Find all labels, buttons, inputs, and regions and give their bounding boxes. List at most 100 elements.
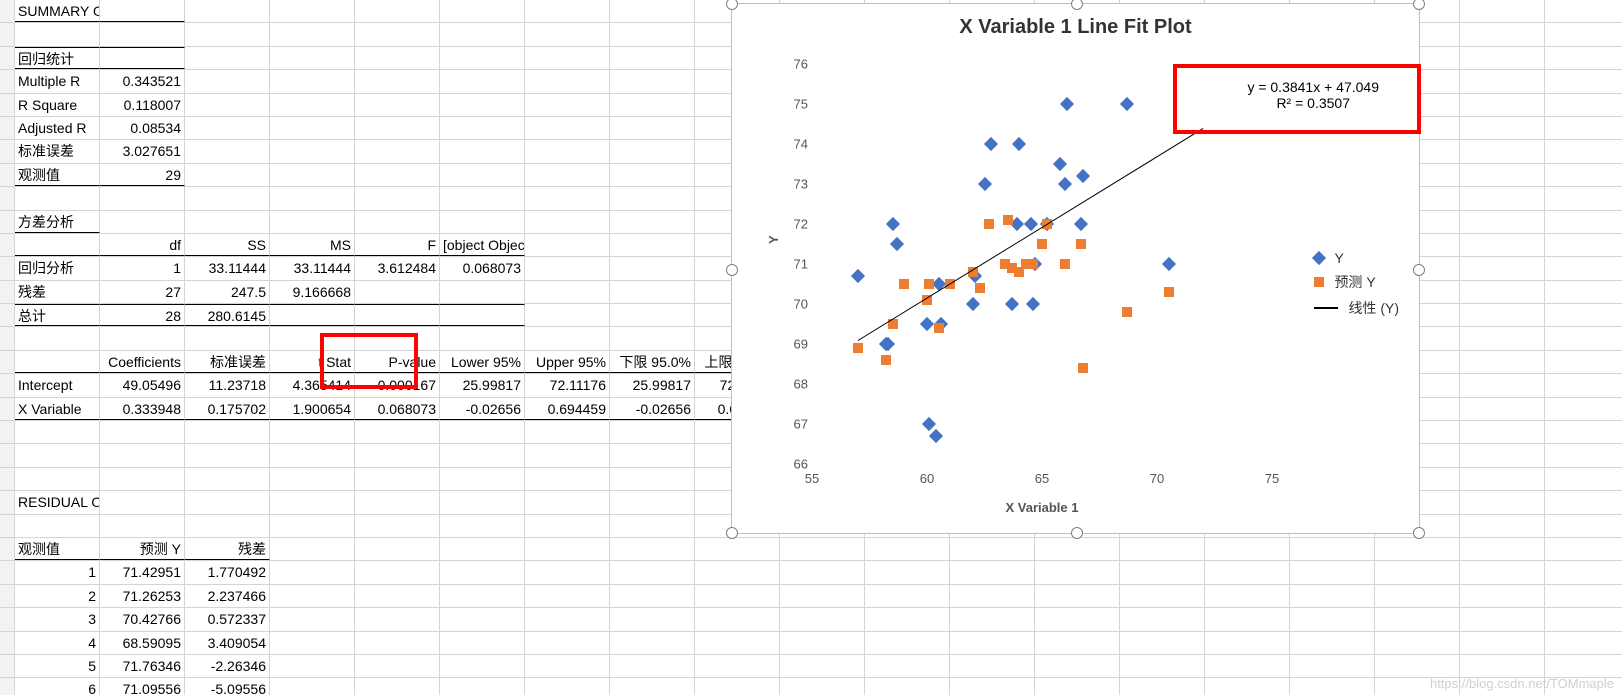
cell[interactable] [525, 678, 610, 695]
data-point[interactable] [934, 323, 944, 333]
cell[interactable] [525, 444, 610, 466]
cell[interactable] [525, 70, 610, 92]
cell[interactable] [1545, 585, 1622, 607]
cell[interactable] [1120, 655, 1205, 677]
cell[interactable] [15, 421, 100, 443]
cell[interactable] [100, 327, 185, 349]
cell[interactable] [185, 94, 270, 116]
cell[interactable] [695, 678, 780, 695]
cell[interactable] [1035, 608, 1120, 630]
cell[interactable]: Intercept [15, 374, 100, 396]
cell[interactable] [1460, 94, 1545, 116]
cell[interactable] [610, 678, 695, 695]
cell[interactable] [1205, 585, 1290, 607]
cell[interactable] [525, 538, 610, 560]
cell[interactable] [525, 140, 610, 162]
data-point[interactable] [1053, 157, 1067, 171]
legend-item-y[interactable]: Y [1314, 250, 1399, 266]
cell[interactable]: 1 [15, 561, 100, 583]
cell[interactable] [1545, 94, 1622, 116]
cell[interactable] [1120, 608, 1205, 630]
cell[interactable] [1545, 491, 1622, 513]
cell[interactable] [950, 608, 1035, 630]
cell[interactable]: R Square [15, 94, 100, 116]
cell[interactable] [1545, 281, 1622, 303]
cell[interactable] [355, 0, 440, 22]
cell[interactable]: 9.166668 [270, 281, 355, 303]
cell[interactable] [610, 140, 695, 162]
cell[interactable] [270, 304, 355, 326]
cell[interactable]: P-value [355, 351, 440, 373]
cell[interactable] [1545, 257, 1622, 279]
cell[interactable] [865, 678, 950, 695]
cell[interactable] [950, 585, 1035, 607]
cell[interactable] [1545, 70, 1622, 92]
cell[interactable] [525, 187, 610, 209]
cell[interactable] [440, 140, 525, 162]
cell[interactable] [1460, 421, 1545, 443]
cell[interactable] [1205, 678, 1290, 695]
cell[interactable]: SUMMARY OUTPUT [15, 0, 100, 22]
cell[interactable] [440, 515, 525, 537]
cell[interactable] [1545, 187, 1622, 209]
cell[interactable] [440, 678, 525, 695]
cell[interactable] [525, 632, 610, 654]
cell[interactable]: 2.237466 [185, 585, 270, 607]
cell[interactable]: Adjusted R [15, 117, 100, 139]
cell[interactable] [185, 468, 270, 490]
cell[interactable]: 4 [15, 632, 100, 654]
cell[interactable] [1545, 0, 1622, 22]
cell[interactable] [15, 234, 100, 256]
cell[interactable] [1545, 421, 1622, 443]
data-point[interactable] [984, 137, 998, 151]
cell[interactable] [355, 561, 440, 583]
cell[interactable] [525, 234, 610, 256]
cell[interactable] [440, 164, 525, 186]
cell[interactable] [1545, 47, 1622, 69]
cell[interactable] [695, 561, 780, 583]
cell[interactable] [270, 655, 355, 677]
cell[interactable] [950, 561, 1035, 583]
data-point[interactable] [851, 269, 865, 283]
cell[interactable] [270, 585, 355, 607]
cell[interactable] [270, 94, 355, 116]
cell[interactable]: RESIDUAL OUTPUT [15, 491, 100, 513]
cell[interactable] [270, 327, 355, 349]
cell[interactable] [100, 187, 185, 209]
cell[interactable] [440, 70, 525, 92]
cell[interactable] [610, 117, 695, 139]
cell[interactable] [950, 538, 1035, 560]
cell[interactable] [185, 444, 270, 466]
cell[interactable] [185, 327, 270, 349]
cell[interactable] [1460, 140, 1545, 162]
cell[interactable] [1035, 538, 1120, 560]
cell[interactable] [270, 187, 355, 209]
cell[interactable] [1290, 632, 1375, 654]
cell[interactable] [525, 421, 610, 443]
embedded-chart[interactable]: X Variable 1 Line Fit Plot y = 0.3841x +… [731, 3, 1420, 534]
data-point[interactable] [1078, 363, 1088, 373]
cell[interactable] [780, 678, 865, 695]
cell[interactable] [610, 608, 695, 630]
cell[interactable] [610, 234, 695, 256]
cell[interactable] [270, 444, 355, 466]
cell[interactable]: 3.612484 [355, 257, 440, 279]
cell[interactable] [610, 164, 695, 186]
cell[interactable] [525, 164, 610, 186]
cell[interactable] [1205, 608, 1290, 630]
cell[interactable]: 247.5 [185, 281, 270, 303]
cell[interactable] [1205, 632, 1290, 654]
cell[interactable]: 标准误差 [15, 140, 100, 162]
cell[interactable] [1545, 164, 1622, 186]
cell[interactable] [610, 632, 695, 654]
cell[interactable]: 1.770492 [185, 561, 270, 583]
cell[interactable] [1120, 585, 1205, 607]
cell[interactable] [780, 561, 865, 583]
cell[interactable] [1460, 70, 1545, 92]
cell[interactable] [1545, 632, 1622, 654]
cell[interactable] [355, 491, 440, 513]
cell[interactable] [355, 678, 440, 695]
cell[interactable] [270, 515, 355, 537]
cell[interactable] [1290, 538, 1375, 560]
cell[interactable] [185, 164, 270, 186]
